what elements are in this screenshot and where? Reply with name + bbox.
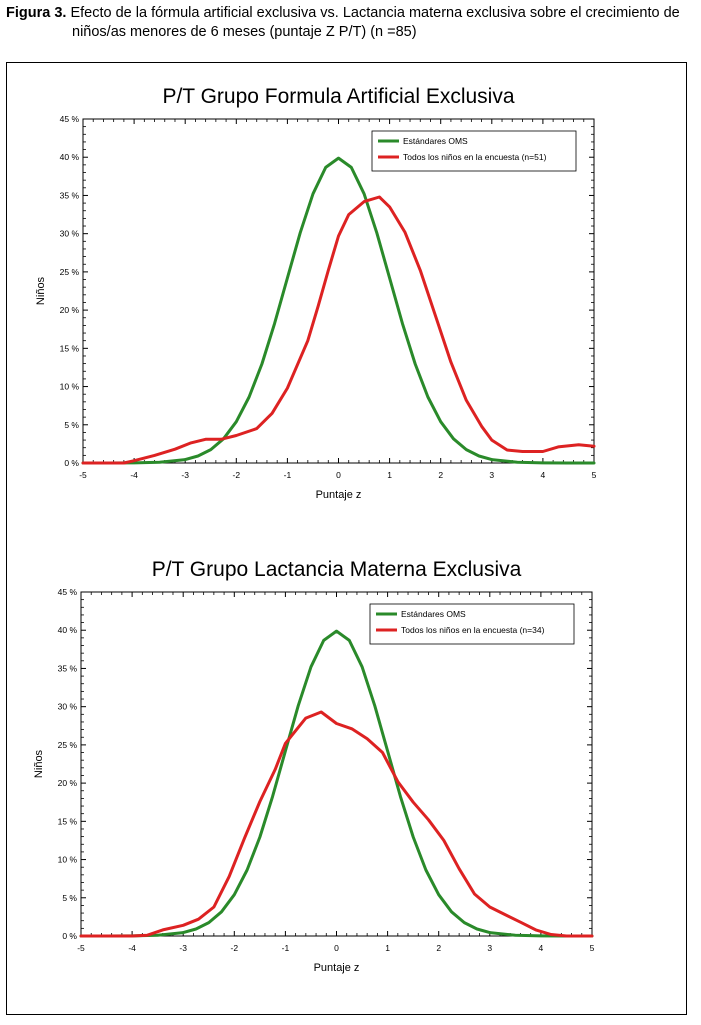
- chart2-xtick-label: 2: [436, 943, 441, 953]
- chart1-series-line-1: [81, 156, 596, 465]
- caption-line-2: niños/as menores de 6 meses (puntaje Z P…: [72, 24, 417, 40]
- chart2-ytick-label: 25 %: [58, 740, 78, 750]
- chart1-xtick-label: -4: [130, 470, 138, 480]
- chart1-ytick-label: 5 %: [64, 420, 79, 430]
- chart1-ytick-label: 35 %: [60, 190, 80, 200]
- chart2-ytick-label: 45 %: [58, 587, 78, 597]
- chart2-xtick-label: -4: [128, 943, 136, 953]
- chart2-xtick-label: 1: [385, 943, 390, 953]
- chart1-title: P/T Grupo Formula Artificial Exclusiva: [162, 85, 514, 108]
- chart2-ytick-label: 15 %: [58, 816, 78, 826]
- chart1-ytick-label: 30 %: [60, 229, 80, 239]
- chart2-ytick-label: 40 %: [58, 625, 78, 635]
- chart1-xtick-label: -5: [79, 470, 87, 480]
- chart1-series-line-2: [81, 195, 596, 465]
- chart2-ytick-label: 0 %: [62, 931, 77, 941]
- figure-frame: [6, 62, 687, 1015]
- figure-label: Figura 3.: [6, 5, 67, 21]
- chart1-xtick-label: 3: [489, 470, 494, 480]
- chart1-legend: [371, 130, 577, 172]
- chart2-title: P/T Grupo Lactancia Materna Exclusiva: [152, 558, 522, 581]
- chart1-ytick-label: 10 %: [60, 382, 80, 392]
- chart2-xtick-label: -1: [282, 943, 290, 953]
- chart2-ytick-label: 10 %: [58, 855, 78, 865]
- chart1-xtick-label: -3: [181, 470, 189, 480]
- chart2-ytick-label: 35 %: [58, 663, 78, 673]
- chart2-y-axis-label: Niños: [33, 749, 45, 778]
- chart2-legend-label-2: Todos los niños en la encuesta (n=34): [401, 625, 545, 635]
- chart2-xtick-label: -2: [231, 943, 239, 953]
- chart1-xtick-label: 0: [336, 470, 341, 480]
- chart1-xtick-label: 1: [387, 470, 392, 480]
- chart2-ytick-label: 30 %: [58, 702, 78, 712]
- caption-line-1: Efecto de la fórmula artificial exclusiv…: [70, 5, 680, 21]
- chart1-xtick-label: 2: [438, 470, 443, 480]
- chart1-xtick-label: -1: [284, 470, 292, 480]
- chart1-x-axis-label: Puntaje z: [316, 489, 362, 501]
- chart1-ytick-label: 25 %: [60, 267, 80, 277]
- chart2-xtick-label: 5: [590, 943, 595, 953]
- chart2-ytick-label: 20 %: [58, 778, 78, 788]
- chart2-xtick-label: 4: [539, 943, 544, 953]
- chart2-legend-label-1: Estándares OMS: [401, 609, 466, 619]
- chart1-ytick-label: 15 %: [60, 343, 80, 353]
- chart2-xtick-label: -5: [77, 943, 85, 953]
- chart2-xtick-label: -3: [179, 943, 187, 953]
- chart1-ytick-label: 45 %: [60, 114, 80, 124]
- chart1-legend-label-2: Todos los niños en la encuesta (n=51): [403, 152, 547, 162]
- chart2-x-axis-label: Puntaje z: [314, 962, 360, 974]
- chart2-series-line-1: [79, 629, 594, 938]
- figure-caption: Figura 3. Efecto de la fórmula artificia…: [6, 4, 696, 42]
- chart1-ytick-label: 40 %: [60, 152, 80, 162]
- chart2-series-line-2: [79, 710, 594, 938]
- chart2-legend: [369, 603, 575, 645]
- chart1-legend-label-1: Estándares OMS: [403, 136, 468, 146]
- chart2-xtick-label: 3: [487, 943, 492, 953]
- chart1-ytick-label: 20 %: [60, 305, 80, 315]
- chart1-ytick-label: 0 %: [64, 458, 79, 468]
- chart1-y-axis-label: Niños: [35, 276, 47, 305]
- chart1-xtick-label: -2: [233, 470, 241, 480]
- chart1-xtick-label: 5: [592, 470, 597, 480]
- chart1-xtick-label: 4: [541, 470, 546, 480]
- chart2-xtick-label: 0: [334, 943, 339, 953]
- chart2-ytick-label: 5 %: [62, 893, 77, 903]
